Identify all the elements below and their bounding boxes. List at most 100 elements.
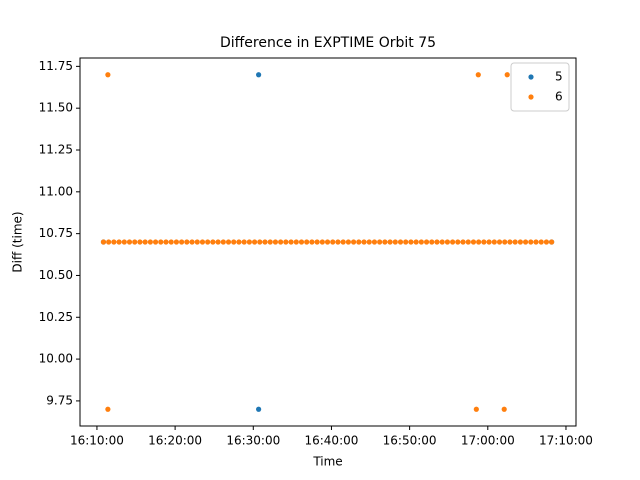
point: [475, 72, 481, 78]
point: [450, 239, 456, 245]
point: [293, 239, 299, 245]
x-tick-label: 16:20:00: [148, 434, 202, 448]
x-tick-label: 17:00:00: [461, 434, 515, 448]
legend-label: 6: [555, 90, 563, 104]
point: [100, 239, 107, 245]
point: [105, 72, 111, 78]
point: [262, 239, 268, 245]
point: [512, 239, 518, 245]
point: [179, 239, 185, 245]
x-tick-label: 16:10:00: [70, 434, 124, 448]
point: [476, 239, 482, 245]
point: [496, 239, 503, 245]
point: [324, 239, 331, 245]
point: [147, 239, 153, 245]
point: [137, 239, 143, 245]
y-tick-label: 10.75: [39, 226, 73, 240]
point: [361, 239, 367, 245]
point: [533, 239, 539, 245]
legend-marker: [528, 74, 534, 80]
point: [517, 239, 523, 245]
point: [283, 239, 289, 245]
legend-box: [510, 62, 570, 112]
point: [105, 406, 111, 412]
point: [473, 406, 479, 412]
point: [278, 239, 284, 245]
point: [392, 239, 398, 245]
point: [256, 406, 262, 412]
point: [267, 239, 273, 245]
point: [465, 239, 471, 245]
point: [528, 239, 534, 245]
y-axis-label: Diff (time): [11, 211, 25, 272]
point: [335, 239, 341, 245]
point: [486, 239, 492, 245]
point: [288, 239, 294, 245]
y-tick-label: 10.25: [39, 310, 73, 324]
point: [549, 239, 555, 245]
point: [189, 239, 195, 245]
point: [158, 239, 164, 245]
point: [345, 239, 351, 245]
point: [272, 239, 279, 245]
y-tick-label: 10.50: [39, 268, 73, 282]
point: [434, 239, 440, 245]
point: [403, 239, 409, 245]
point: [184, 239, 190, 245]
y-tick-label: 10.00: [39, 352, 73, 366]
point: [491, 239, 497, 245]
point: [215, 239, 221, 245]
point: [429, 239, 435, 245]
point: [455, 239, 461, 245]
point: [418, 239, 424, 245]
point: [543, 239, 550, 245]
point: [256, 72, 262, 78]
point: [522, 239, 529, 245]
point: [377, 239, 383, 245]
point: [236, 239, 242, 245]
point: [152, 239, 159, 245]
x-tick-label: 16:30:00: [226, 434, 280, 448]
point: [408, 239, 414, 245]
point: [481, 239, 487, 245]
point: [106, 239, 112, 245]
point: [319, 239, 325, 245]
point: [501, 406, 507, 412]
point: [351, 239, 357, 245]
point: [309, 239, 315, 245]
point: [241, 239, 247, 245]
point: [397, 239, 404, 245]
y-tick-label: 11.50: [39, 101, 73, 115]
point: [168, 239, 174, 245]
point: [460, 239, 466, 245]
point: [330, 239, 336, 245]
x-tick-label: 17:10:00: [539, 434, 593, 448]
point: [366, 239, 372, 245]
point: [507, 239, 513, 245]
plot-frame: [79, 57, 577, 427]
y-tick-label: 9.75: [46, 393, 73, 407]
point: [173, 239, 180, 245]
point: [304, 239, 310, 245]
point: [231, 239, 237, 245]
point: [225, 239, 232, 245]
point: [116, 239, 122, 245]
y-tick-label: 11.75: [39, 59, 73, 73]
point: [382, 239, 388, 245]
point: [251, 239, 258, 245]
legend-label: 5: [555, 70, 563, 84]
point: [194, 239, 200, 245]
point: [205, 239, 211, 245]
point: [257, 239, 263, 245]
point: [220, 239, 226, 245]
x-axis-label: Time: [312, 455, 342, 469]
point: [132, 239, 138, 245]
point: [246, 239, 252, 245]
point: [142, 239, 148, 245]
point: [538, 239, 544, 245]
point: [121, 239, 127, 245]
point: [126, 239, 133, 245]
point: [199, 239, 206, 245]
y-tick-label: 11.25: [39, 143, 73, 157]
